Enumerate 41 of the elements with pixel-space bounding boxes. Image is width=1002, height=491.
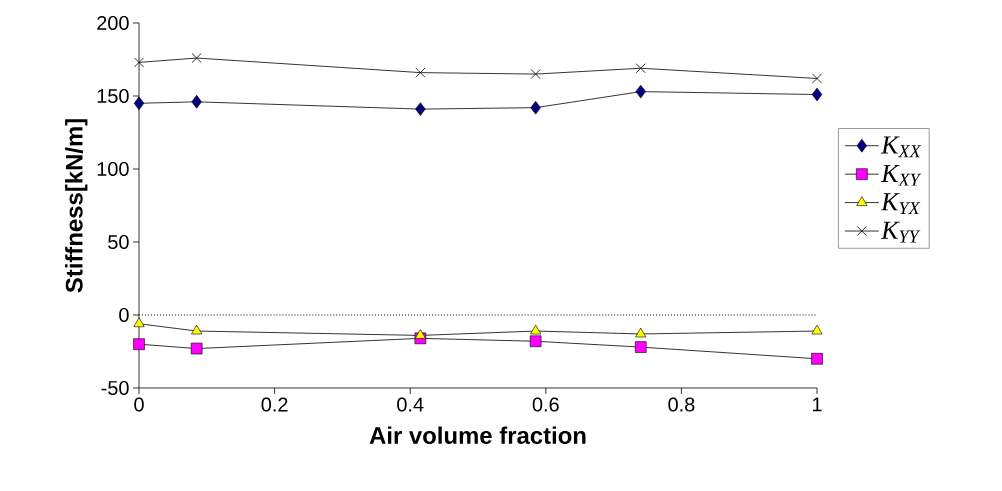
x-tick-label: 0.4 (397, 397, 424, 412)
y-tick-label: 100 (97, 161, 129, 177)
x-tick-label: 0.2 (261, 397, 288, 412)
point (635, 84, 646, 99)
point (191, 53, 202, 63)
point (812, 73, 822, 84)
y-axis-title: Stiffness[kN/m] (65, 119, 88, 293)
x-tick-label: 0 (134, 397, 144, 412)
point (191, 95, 202, 109)
point (530, 100, 541, 115)
point (811, 87, 823, 102)
y-tick-label: 0 (119, 307, 129, 323)
point (529, 335, 542, 348)
x-axis-title: Air volume fraction (369, 426, 586, 445)
point (530, 69, 541, 80)
y-tick-label: -50 (101, 380, 129, 396)
legend-label: K$_{YX}$ (880, 193, 921, 215)
point (133, 96, 145, 111)
legend-label: K$_{XY}$ (880, 164, 922, 186)
point (530, 324, 542, 335)
point (190, 342, 203, 355)
y-tick-label: 200 (97, 15, 129, 31)
legend-label: K$_{XX}$ (880, 136, 922, 158)
x-tick-label: 1 (812, 397, 822, 412)
point (133, 317, 145, 328)
point (811, 324, 823, 335)
point (634, 341, 647, 353)
y-tick-label: 150 (97, 88, 129, 104)
point (133, 338, 145, 350)
x-tick-label: 0.6 (532, 397, 559, 412)
x-tick-label: 0.8 (668, 397, 695, 412)
point (415, 102, 426, 116)
point (635, 327, 647, 338)
point (635, 63, 646, 74)
point (811, 353, 823, 365)
point (415, 67, 426, 78)
y-tick-label: 50 (108, 234, 129, 250)
point (414, 329, 426, 339)
legend-label: K$_{YY}$ (880, 221, 921, 243)
point (134, 57, 144, 68)
point (191, 324, 203, 335)
